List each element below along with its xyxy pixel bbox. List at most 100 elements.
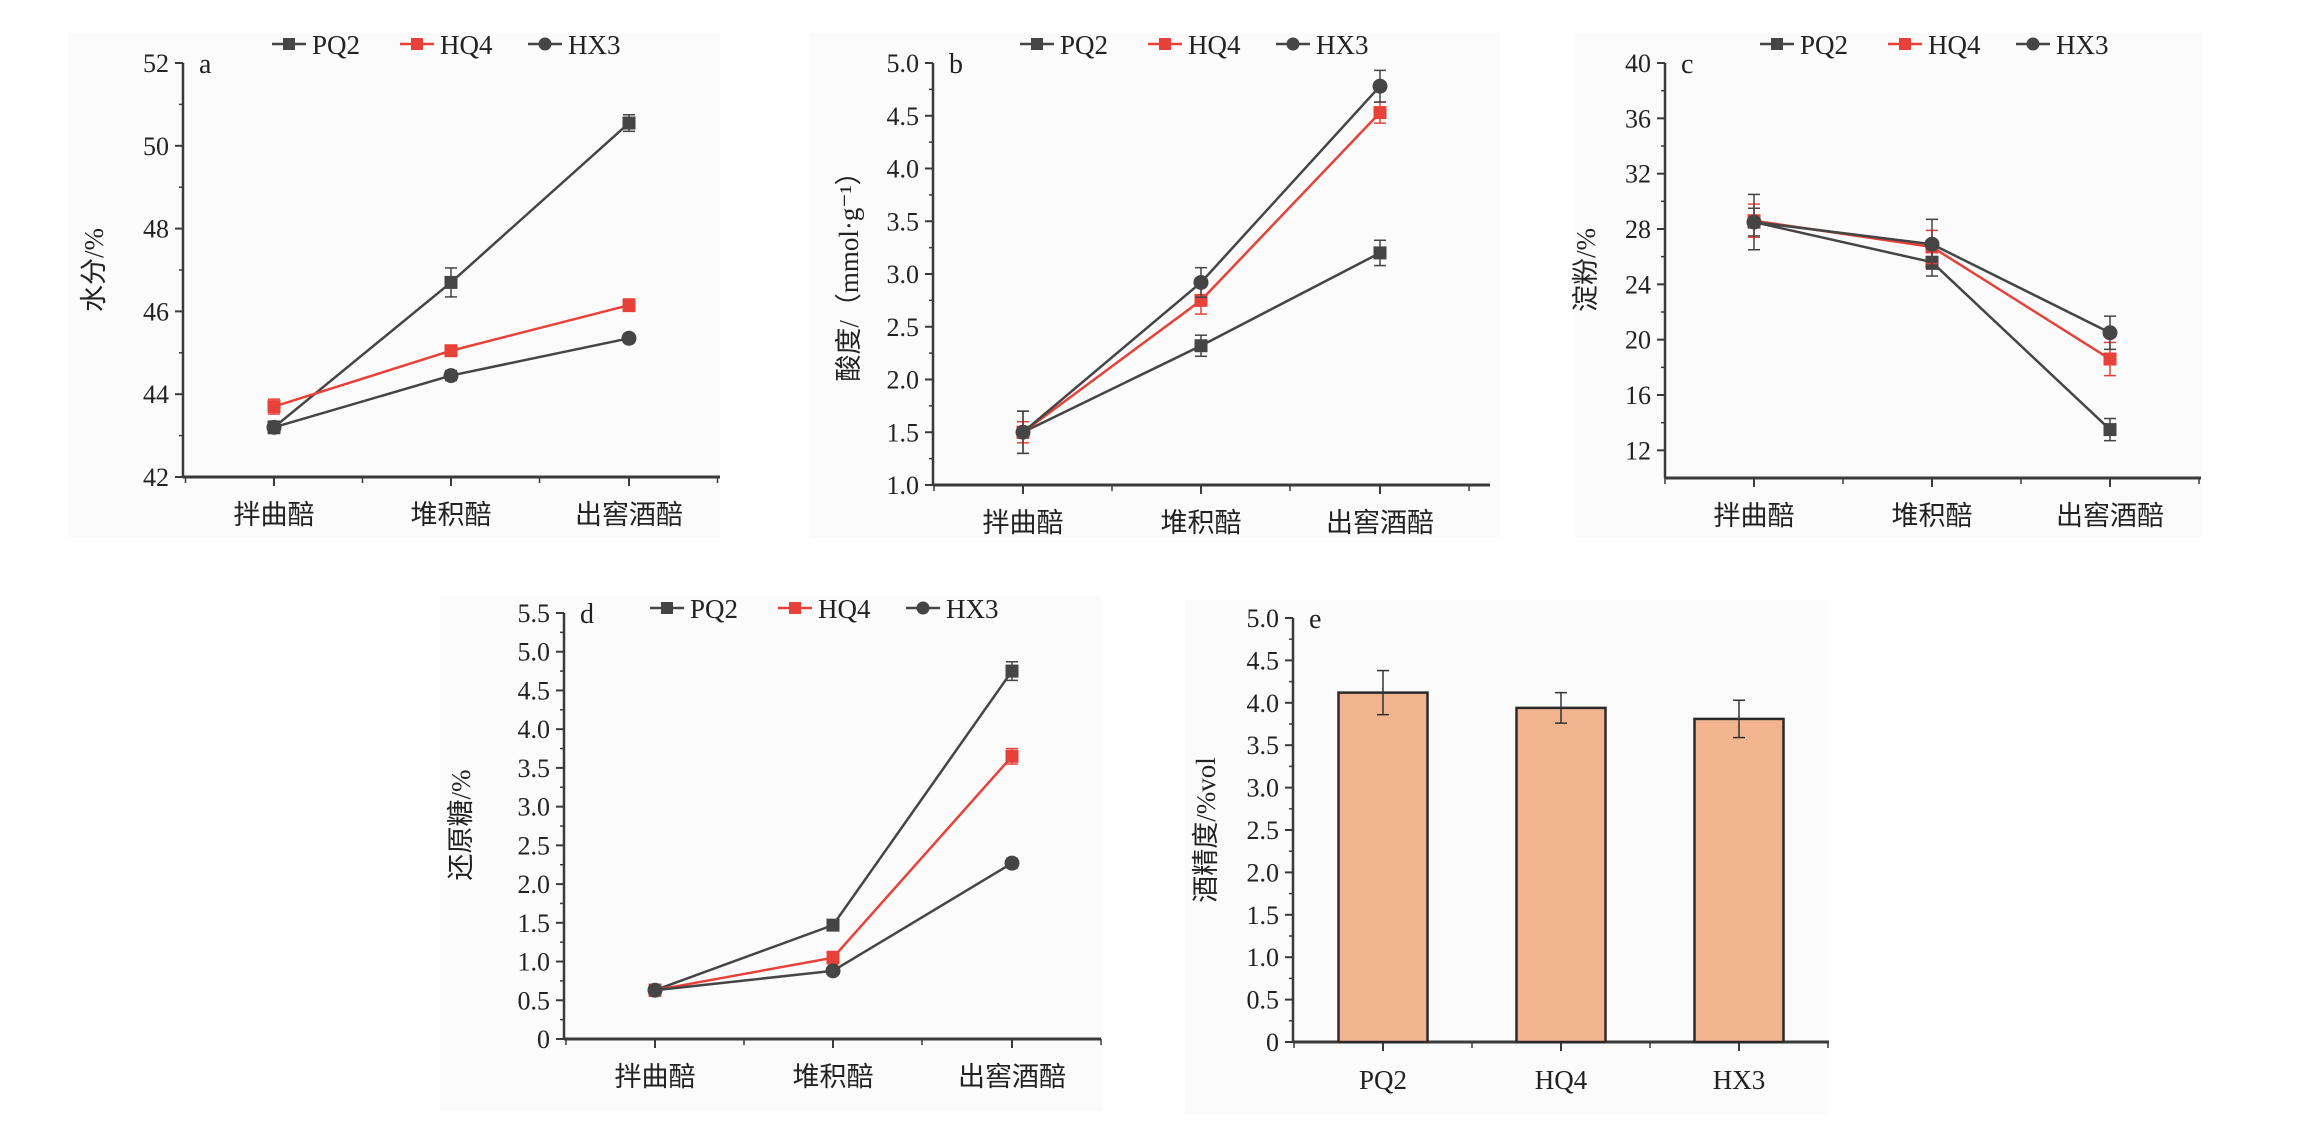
y-tick-label: 36 xyxy=(1625,104,1651,133)
y-tick-label: 40 xyxy=(1625,49,1651,78)
series-pq2 xyxy=(267,114,636,435)
y-tick-label: 5.5 xyxy=(518,599,551,628)
y-tick-label: 28 xyxy=(1625,215,1651,244)
data-point xyxy=(1924,236,1940,252)
y-tick-label: 12 xyxy=(1625,436,1651,465)
legend-item: HX3 xyxy=(1276,30,1369,60)
y-tick-label: 20 xyxy=(1625,326,1651,355)
data-point xyxy=(1015,424,1031,440)
y-axis-title: 酸度/（mmol·g⁻¹） xyxy=(834,158,864,381)
x-tick-label: 堆积醅 xyxy=(793,1062,874,1092)
y-tick-label: 4.0 xyxy=(518,715,551,744)
legend-label: HQ4 xyxy=(1928,30,1981,60)
data-point xyxy=(1005,664,1019,678)
legend-item: PQ2 xyxy=(1020,30,1108,60)
legend-label: HX3 xyxy=(2056,30,2109,60)
legend-item: HQ4 xyxy=(1148,30,1241,60)
data-point xyxy=(443,368,459,384)
legend-marker xyxy=(661,602,673,614)
legend-label: HQ4 xyxy=(818,594,871,624)
legend-marker xyxy=(1286,37,1300,51)
y-tick-label: 16 xyxy=(1625,381,1651,410)
y-tick-label: 50 xyxy=(143,132,169,161)
legend-marker xyxy=(1031,38,1043,50)
y-tick-label: 3.5 xyxy=(887,207,920,236)
legend: PQ2 HQ4 HX3 xyxy=(272,30,621,60)
chart-e: 0 0.5 1.0 1.5 2.0 2.5 3.0 3.5 4.0 4.5 5.0 PQ2 HQ4 HX3… xyxy=(1191,604,1829,1095)
x-tick-label: 出窖酒醅 xyxy=(1326,508,1434,538)
y-tick-label: 48 xyxy=(143,215,169,244)
x-tick-label: 堆积醅 xyxy=(1161,508,1242,538)
panel-letter: e xyxy=(1309,604,1321,635)
legend-label: HQ4 xyxy=(440,30,493,60)
bar-group xyxy=(1337,669,1429,1044)
series-hx3 xyxy=(1746,193,2118,351)
legend-item: HX3 xyxy=(528,30,621,60)
series-line xyxy=(654,670,1014,992)
data-point xyxy=(2103,352,2117,366)
y-tick-label: 2.0 xyxy=(887,366,920,395)
x-tick-label: 拌曲醅 xyxy=(983,508,1064,538)
y-tick-label: 3.5 xyxy=(518,754,551,783)
chart-c: 12 16 20 24 28 32 36 40 拌曲醅 堆积醅 出窖酒醅 c 淀粉/% PQ2 HQ4 HX3 xyxy=(1571,30,2201,531)
legend-marker xyxy=(789,602,801,614)
legend-item: HX3 xyxy=(2016,30,2109,60)
x-tick-label: 堆积醅 xyxy=(1892,501,1973,531)
data-point xyxy=(1373,246,1387,260)
y-tick-label: 0.5 xyxy=(1247,986,1280,1015)
y-tick-label: 0 xyxy=(537,1025,550,1054)
data-point xyxy=(1746,214,1762,230)
legend-item: HQ4 xyxy=(778,594,871,624)
y-tick-label: 4.0 xyxy=(1247,689,1280,718)
x-tick-label: 拌曲醅 xyxy=(1714,501,1795,531)
legend-label: HX3 xyxy=(568,30,621,60)
x-tick-label: 出窖酒醅 xyxy=(2056,501,2164,531)
data-point xyxy=(621,330,637,346)
x-tick-label: 出窖酒醅 xyxy=(575,500,683,530)
panel-letter: b xyxy=(949,49,963,80)
y-tick-label: 1.5 xyxy=(518,909,551,938)
y-axis-title: 还原糖/% xyxy=(446,770,476,881)
data-point xyxy=(267,400,281,414)
data-point xyxy=(1194,339,1208,353)
data-point xyxy=(1004,855,1020,871)
y-tick-label: 0 xyxy=(1266,1028,1279,1057)
legend-item: PQ2 xyxy=(1760,30,1848,60)
y-tick-label: 3.0 xyxy=(1247,774,1280,803)
legend: PQ2 HQ4 HX3 xyxy=(1020,30,1369,60)
series-hq4 xyxy=(267,298,636,415)
y-tick-label: 0.5 xyxy=(518,986,551,1015)
bar-group xyxy=(1693,699,1785,1044)
series-line xyxy=(1022,85,1381,434)
legend-label: PQ2 xyxy=(1800,30,1848,60)
legend-marker xyxy=(2026,37,2040,51)
data-point xyxy=(647,982,663,998)
data-point xyxy=(826,918,840,932)
y-tick-label: 1.0 xyxy=(887,471,920,500)
data-point xyxy=(826,951,840,965)
y-tick-label: 1.5 xyxy=(887,418,920,447)
y-tick-label: 44 xyxy=(143,380,169,409)
y-tick-label: 2.0 xyxy=(1247,858,1280,887)
y-tick-label: 2.5 xyxy=(1247,816,1280,845)
x-tick-label: 出窖酒醅 xyxy=(958,1062,1066,1092)
legend-marker xyxy=(411,38,423,50)
data-point xyxy=(1373,106,1387,120)
x-tick-label: 拌曲醅 xyxy=(615,1062,696,1092)
legend-marker xyxy=(916,601,930,615)
legend-label: PQ2 xyxy=(312,30,360,60)
panel-letter: d xyxy=(580,599,594,630)
panel-letter: c xyxy=(1681,49,1693,80)
data-point xyxy=(266,419,282,435)
legend-label: HX3 xyxy=(1316,30,1369,60)
legend-label: HQ4 xyxy=(1188,30,1241,60)
y-axis-title: 酒精度/%vol xyxy=(1191,757,1221,903)
data-point xyxy=(622,116,636,130)
y-tick-label: 24 xyxy=(1625,270,1651,299)
y-tick-label: 2.0 xyxy=(518,870,551,899)
y-tick-label: 32 xyxy=(1625,160,1651,189)
y-tick-label: 3.0 xyxy=(887,260,920,289)
y-tick-label: 3.0 xyxy=(518,793,551,822)
data-point xyxy=(2103,423,2117,437)
y-tick-label: 2.5 xyxy=(887,313,920,342)
